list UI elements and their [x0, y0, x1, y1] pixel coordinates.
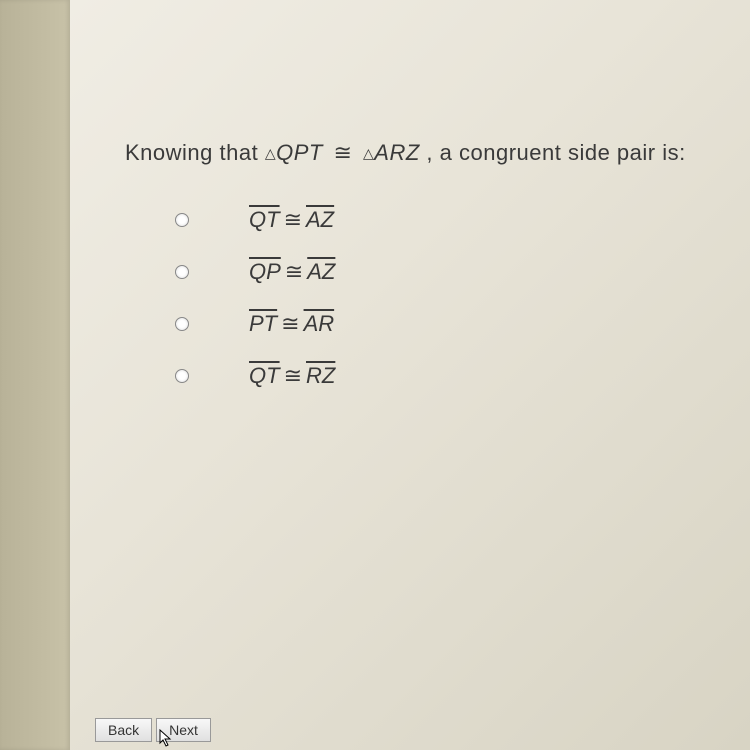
option-text-2: QP≅AZ — [249, 259, 335, 285]
question-prefix: Knowing that — [125, 140, 265, 165]
option-row: PT≅AR — [175, 310, 750, 338]
congruent-icon: ≅ — [281, 311, 299, 336]
question-text: Knowing that △QPT ≅ △ARZ , a congruent s… — [125, 140, 750, 166]
option-text-1: QT≅AZ — [249, 207, 334, 233]
option-text-3: PT≅AR — [249, 311, 334, 337]
congruent-icon: ≅ — [285, 259, 303, 284]
option-3-left: PT — [249, 311, 277, 336]
back-button[interactable]: Back — [95, 718, 152, 742]
option-4-left: QT — [249, 363, 280, 388]
option-row: QT≅AZ — [175, 206, 750, 234]
option-1-left: QT — [249, 207, 280, 232]
radio-option-3[interactable] — [175, 317, 189, 331]
triangle-1: QPT — [276, 140, 323, 165]
radio-option-4[interactable] — [175, 369, 189, 383]
triangle-symbol-2: △ — [363, 145, 374, 162]
question-suffix: , a congruent side pair is: — [420, 140, 686, 165]
option-3-right: AR — [304, 311, 335, 336]
congruent-icon: ≅ — [284, 363, 302, 388]
radio-option-1[interactable] — [175, 213, 189, 227]
congruent-icon: ≅ — [284, 207, 302, 232]
nav-buttons: Back Next — [95, 718, 211, 742]
option-2-left: QP — [249, 259, 281, 284]
content-area: Knowing that △QPT ≅ △ARZ , a congruent s… — [70, 0, 750, 750]
options-container: QT≅AZ QP≅AZ PT≅AR QT≅RZ — [175, 206, 750, 390]
option-2-right: AZ — [307, 259, 335, 284]
option-row: QP≅AZ — [175, 258, 750, 286]
option-4-right: RZ — [306, 363, 335, 388]
next-button[interactable]: Next — [156, 718, 211, 742]
triangle-symbol-1: △ — [265, 145, 276, 162]
radio-option-2[interactable] — [175, 265, 189, 279]
triangle-2: ARZ — [374, 140, 420, 165]
option-text-4: QT≅RZ — [249, 363, 335, 389]
congruent-symbol: ≅ — [333, 140, 352, 165]
option-1-right: AZ — [306, 207, 334, 232]
sidebar-panel — [0, 0, 70, 750]
option-row: QT≅RZ — [175, 362, 750, 390]
